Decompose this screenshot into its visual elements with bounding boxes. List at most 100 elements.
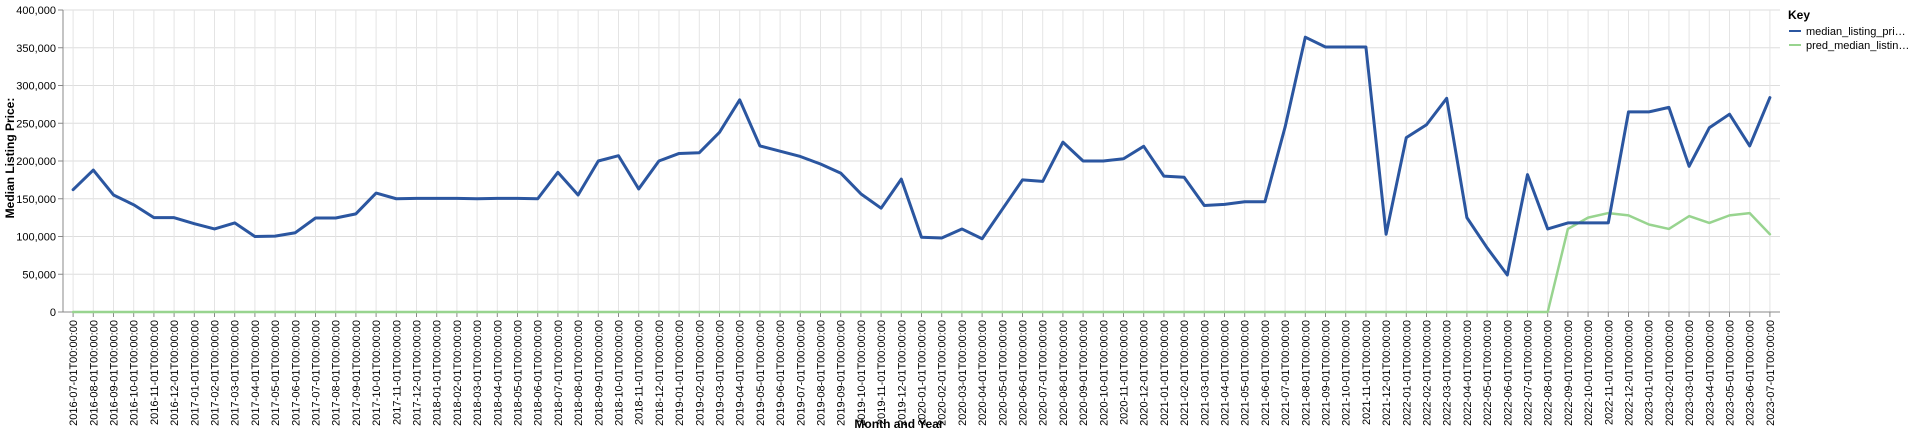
x-tick-label: 2016-12-01T00:00:00 [169,320,181,426]
x-tick-label: 2023-06-01T00:00:00 [1745,320,1757,426]
x-tick-label: 2022-12-01T00:00:00 [1624,320,1636,426]
x-tick-label: 2022-10-01T00:00:00 [1583,320,1595,426]
x-tick-label: 2020-04-01T00:00:00 [977,320,989,426]
x-tick-label: 2019-02-01T00:00:00 [694,320,706,426]
x-tick-label: 2022-01-01T00:00:00 [1401,320,1413,426]
x-tick-label: 2020-02-01T00:00:00 [937,320,949,426]
x-tick-label: 2019-08-01T00:00:00 [816,320,828,426]
x-tick-label: 2021-01-01T00:00:00 [1159,320,1171,426]
legend: Key median_listing_pri… pred_median_list… [1788,8,1909,52]
x-tick-label: 2018-04-01T00:00:00 [492,320,504,426]
x-tick-label: 2023-05-01T00:00:00 [1725,320,1737,426]
x-tick-label: 2023-02-01T00:00:00 [1664,320,1676,426]
x-tick-label: 2019-01-01T00:00:00 [674,320,686,426]
x-tick-label: 2022-03-01T00:00:00 [1442,320,1454,426]
x-tick-label: 2022-08-01T00:00:00 [1543,320,1555,426]
x-tick-label: 2018-03-01T00:00:00 [472,320,484,426]
y-axis-title: Median Listing Price: [3,98,17,219]
x-tick-label: 2017-07-01T00:00:00 [311,320,323,426]
x-tick-label: 2016-08-01T00:00:00 [88,320,100,426]
y-tick-label: 400,000 [16,5,56,17]
x-tick-label: 2019-09-01T00:00:00 [836,320,848,426]
x-axis: 2016-07-01T00:00:00 2016-08-01T00:00:00 20… [63,311,1780,426]
x-tick-label: 2020-10-01T00:00:00 [1098,320,1110,426]
y-axis: 0 50,000 100,000 150,000 200,000 250,000 300,0… [16,5,64,319]
y-tick-label: 300,000 [16,81,56,93]
legend-label-pred: pred_median_listin… [1806,40,1909,52]
x-tick-label: 2017-12-01T00:00:00 [412,320,424,426]
x-tick-label: 2017-05-01T00:00:00 [270,320,282,426]
x-tick-label: 2021-05-01T00:00:00 [1240,320,1252,426]
x-tick-label: 2018-10-01T00:00:00 [614,320,626,426]
x-tick-label: 2016-11-01T00:00:00 [149,320,161,425]
x-tick-label: 2017-02-01T00:00:00 [210,320,222,426]
x-tick-label: 2021-02-01T00:00:00 [1179,320,1191,426]
x-tick-label: 2016-09-01T00:00:00 [109,320,121,426]
x-tick-label: 2023-04-01T00:00:00 [1704,320,1716,426]
x-tick-label: 2019-04-01T00:00:00 [735,320,747,426]
x-tick-label: 2019-05-01T00:00:00 [755,320,767,426]
legend-title: Key [1788,8,1810,22]
x-tick-label: 2023-03-01T00:00:00 [1684,320,1696,426]
series-line-median-listing-price [71,35,1772,277]
x-tick-label: 2021-06-01T00:00:00 [1260,320,1272,426]
x-tick-label: 2017-08-01T00:00:00 [331,320,343,426]
y-tick-label: 250,000 [16,118,56,130]
x-tick-label: 2022-02-01T00:00:00 [1422,320,1434,426]
x-tick-label: 2019-06-01T00:00:00 [775,320,787,426]
x-tick-label: 2018-09-01T00:00:00 [593,320,605,426]
x-tick-label: 2023-01-01T00:00:00 [1644,320,1656,426]
x-tick-label: 2022-11-01T00:00:00 [1603,320,1615,425]
x-tick-label: 2020-09-01T00:00:00 [1078,320,1090,426]
series-line-pred-median-listing-price [71,211,1772,314]
x-tick-label: 2018-07-01T00:00:00 [553,320,565,426]
x-tick-label: 2021-07-01T00:00:00 [1280,320,1292,426]
x-tick-label: 2023-07-01T00:00:00 [1765,320,1777,426]
x-tick-label: 2020-01-01T00:00:00 [917,320,929,426]
x-tick-label: 2017-04-01T00:00:00 [250,320,262,426]
x-tick-label: 2022-05-01T00:00:00 [1482,320,1494,426]
grid-lines [63,9,1780,313]
x-tick-label: 2019-11-01T00:00:00 [876,320,888,425]
x-tick-label: 2022-07-01T00:00:00 [1523,320,1535,426]
x-tick-label: 2021-08-01T00:00:00 [1300,320,1312,426]
x-tick-label: 2017-11-01T00:00:00 [391,320,403,425]
x-tick-label: 2016-10-01T00:00:00 [129,320,141,426]
x-tick-label: 2020-11-01T00:00:00 [1119,320,1131,425]
x-axis-title: Month and Year [854,417,943,431]
x-tick-label: 2018-02-01T00:00:00 [452,320,464,426]
x-tick-label: 2019-03-01T00:00:00 [715,320,727,426]
x-tick-label: 2018-06-01T00:00:00 [533,320,545,426]
x-tick-label: 2020-07-01T00:00:00 [1038,320,1050,426]
x-tick-label: 2018-11-01T00:00:00 [634,320,646,425]
y-tick-label: 100,000 [16,232,56,244]
x-tick-label: 2020-05-01T00:00:00 [997,320,1009,426]
x-tick-label: 2021-03-01T00:00:00 [1199,320,1211,426]
y-tick-label: 50,000 [22,269,56,281]
x-tick-label: 2019-07-01T00:00:00 [795,320,807,426]
x-tick-label: 2017-01-01T00:00:00 [189,320,201,426]
x-tick-label: 2018-05-01T00:00:00 [513,320,525,426]
x-tick-label: 2021-12-01T00:00:00 [1381,320,1393,426]
x-tick-label: 2018-08-01T00:00:00 [573,320,585,426]
x-tick-label: 2018-01-01T00:00:00 [432,320,444,426]
x-tick-label: 2021-04-01T00:00:00 [1220,320,1232,426]
x-tick-label: 2020-06-01T00:00:00 [1018,320,1030,426]
y-tick-label: 0 [50,307,56,319]
x-tick-label: 2019-12-01T00:00:00 [896,320,908,426]
x-tick-label: 2021-10-01T00:00:00 [1341,320,1353,426]
x-tick-label: 2017-09-01T00:00:00 [351,320,363,426]
x-tick-label: 2016-07-01T00:00:00 [68,320,80,426]
x-tick-label: 2018-12-01T00:00:00 [654,320,666,426]
x-tick-label: 2021-09-01T00:00:00 [1321,320,1333,426]
legend-label-median: median_listing_pri… [1806,26,1906,38]
x-tick-label: 2017-06-01T00:00:00 [290,320,302,426]
y-tick-label: 150,000 [16,194,56,206]
x-tick-label: 2022-06-01T00:00:00 [1502,320,1514,426]
x-tick-label: 2020-03-01T00:00:00 [957,320,969,426]
x-tick-label: 2022-04-01T00:00:00 [1462,320,1474,426]
series-layer [71,35,1772,314]
x-tick-label: 2022-09-01T00:00:00 [1563,320,1575,426]
